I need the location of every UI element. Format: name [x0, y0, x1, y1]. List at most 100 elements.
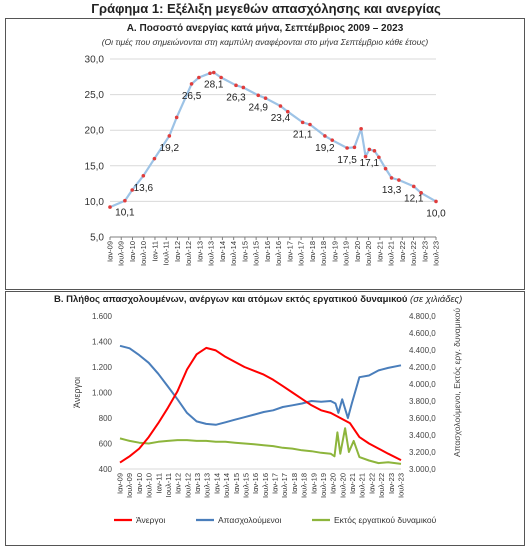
data-point-a	[256, 93, 261, 98]
data-point-a	[372, 149, 377, 153]
x-tick-label-a: Ιουλ-11	[162, 241, 171, 265]
data-label-a: 17,5	[337, 155, 357, 166]
x-tick-label-a: Ιαν-12	[173, 241, 182, 262]
x-tick-label-a: Ιαν-21	[375, 241, 384, 262]
x-tick-label-b: Ιαν-15	[232, 473, 241, 494]
y-right-tick-label-b: 3.800,0	[409, 397, 436, 406]
x-tick-label-a: Ιαν-23	[420, 241, 429, 262]
x-tick-label-b: Ιουλ-21	[358, 473, 367, 498]
data-point-a	[330, 138, 335, 142]
x-tick-label-b: Ιαν-16	[251, 473, 260, 494]
chart-a-title: Α. Ποσοστό ανεργίας κατά μήνα, Σεπτέμβρι…	[126, 23, 404, 34]
data-label-a: 28,1	[204, 80, 224, 91]
x-tick-label-b: Ιουλ-15	[241, 473, 250, 498]
data-point-a	[363, 154, 368, 159]
data-point-a	[352, 145, 357, 150]
data-point-a	[219, 75, 223, 80]
x-tick-label-a: Ιουλ-22	[409, 241, 418, 266]
x-tick-label-b: Ιαν-10	[135, 473, 144, 494]
employed-line	[119, 344, 402, 426]
data-point-a	[367, 147, 372, 152]
data-point-a	[197, 75, 201, 80]
x-tick-label-b: Ιαν-09	[116, 473, 125, 494]
legend-label: Εκτός εργατικού δυναμικού	[334, 515, 437, 525]
data-label-a: 10,0	[426, 208, 446, 219]
x-tick-label-a: Ιουλ-09	[117, 241, 126, 266]
x-tick-label-a: Ιαν-22	[398, 241, 407, 262]
chart-b-panel: Β. Πλήθος απασχολουμένων, ανέργων και ατ…	[5, 291, 525, 546]
y-left-axis-title: Άνεργοι	[72, 377, 82, 408]
x-tick-label-a: Ιουλ-23	[432, 241, 441, 266]
x-tick-label-a: Ιουλ-15	[252, 241, 261, 266]
x-tick-label-b: Ιουλ-12	[183, 473, 192, 498]
data-point-a	[241, 85, 246, 90]
x-tick-label-a: Ιουλ-14	[229, 241, 238, 266]
x-tick-label-b: Ιουλ-17	[280, 473, 289, 498]
x-tick-label-a: Ιουλ-18	[319, 241, 328, 266]
data-label-a: 13,3	[382, 185, 402, 196]
y-left-tick-label-b: 1.600	[92, 312, 113, 321]
x-tick-label-b: Ιαν-19	[309, 473, 318, 494]
y-tick-label-a: 15,0	[85, 161, 105, 172]
data-point-a	[152, 156, 157, 161]
data-point-a	[359, 126, 363, 131]
data-point-a	[434, 199, 438, 204]
y-right-tick-label-b: 3.200,0	[409, 448, 436, 457]
chart-b-svg: 400 600 800 1.000 1.200 1.400 1.600 3.000,0 3.20…	[72, 308, 462, 525]
x-tick-label-a: Ιουλ-20	[364, 241, 373, 266]
x-tick-label-b: Ιουλ-09	[125, 473, 134, 498]
x-tick-label-b: Ιουλ-18	[300, 473, 309, 498]
chart-a-panel: Α. Ποσοστό ανεργίας κατά μήνα, Σεπτέμβρι…	[5, 18, 525, 290]
x-tick-label-a: Ιαν-13	[195, 241, 204, 262]
data-point-a	[108, 205, 112, 209]
legend-label: Άνεργοι	[136, 515, 165, 525]
data-label-a: 26,3	[226, 92, 246, 103]
data-point-a	[345, 146, 349, 150]
y-left-tick-label-b: 600	[99, 440, 113, 449]
legend-label: Απασχολούμενοι	[218, 515, 282, 525]
x-tick-label-b: Ιουλ-10	[145, 473, 154, 498]
x-tick-label-b: Ιουλ-14	[222, 473, 231, 498]
y-right-tick-label-b: 4.000,0	[409, 380, 436, 389]
x-tick-label-b: Ιουλ-22	[377, 473, 386, 498]
x-tick-label-b: Ιουλ-19	[319, 473, 328, 498]
y-left-tick-label-b: 1.400	[92, 338, 113, 347]
data-label-a: 12,1	[404, 193, 424, 204]
inactive-line	[119, 427, 402, 465]
x-tick-label-b: Ιουλ-23	[397, 473, 406, 498]
data-point-a	[377, 155, 381, 160]
x-tick-label-a: Ιαν-19	[330, 241, 339, 262]
x-tick-label-b: Ιαν-13	[193, 473, 202, 494]
data-point-a	[189, 82, 194, 86]
data-label-a: 10,1	[115, 208, 135, 219]
x-tick-label-b: Ιαν-11	[154, 473, 163, 493]
data-label-a: 13,6	[134, 183, 154, 194]
x-tick-label-b: Ιουλ-16	[261, 473, 270, 498]
data-point-a	[130, 188, 135, 192]
x-tick-label-a: Ιουλ-17	[297, 241, 306, 266]
y-tick-label-a: 5,0	[90, 233, 104, 244]
data-point-a	[383, 166, 388, 171]
data-point-a	[263, 96, 268, 100]
y-tick-label-a: 20,0	[85, 126, 105, 137]
data-point-a	[208, 71, 212, 76]
page-title: Γράφημα 1: Εξέλιξη μεγεθών απασχόλησης κ…	[91, 1, 441, 16]
y-right-tick-label-b: 4.200,0	[409, 363, 436, 372]
x-tick-label-a: Ιαν-20	[353, 241, 362, 262]
y-right-tick-label-b: 4.600,0	[409, 329, 436, 338]
x-tick-label-b: Ιαν-17	[271, 473, 280, 494]
y-right-tick-label-b: 3.600,0	[409, 414, 436, 423]
x-tick-label-b: Ιαν-21	[348, 473, 357, 494]
x-tick-label-b: Ιουλ-11	[164, 473, 173, 497]
data-point-a	[389, 176, 394, 180]
x-tick-label-a: Ιαν-18	[308, 241, 317, 262]
x-tick-label-b: Ιαν-20	[329, 473, 338, 494]
data-point-a	[123, 198, 127, 203]
x-tick-label-b: Ιαν-22	[367, 473, 376, 494]
y-right-tick-label-b: 4.800,0	[409, 312, 436, 321]
y-left-tick-label-b: 1.200	[92, 363, 113, 372]
x-tick-label-b: Ιουλ-13	[203, 473, 212, 498]
x-tick-label-a: Ιουλ-19	[342, 241, 351, 266]
data-point-a	[234, 83, 238, 88]
x-tick-label-a: Ιουλ-13	[207, 241, 216, 266]
